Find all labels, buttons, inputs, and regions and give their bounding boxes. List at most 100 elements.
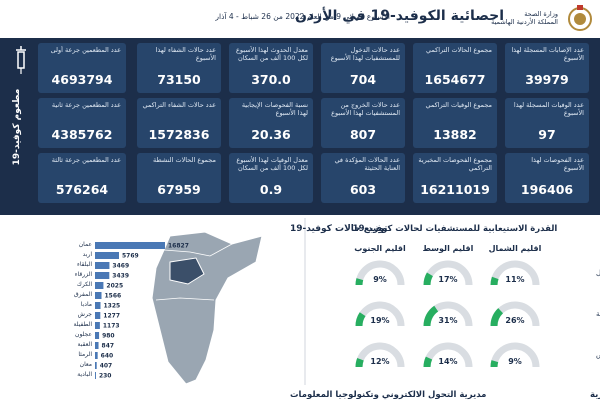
bar [95, 342, 99, 349]
stat-label: نسبة الفحوصات الإيجابية لهذا الأسبوع [241, 101, 308, 117]
emblem [568, 5, 592, 31]
bar-value: 980 [102, 333, 115, 340]
governorate-label: معان [80, 361, 92, 368]
gauge-track [490, 342, 540, 368]
bar-value: 230 [99, 373, 112, 380]
stat-label: مجموع الفحوصات المخبرية التراكمي [418, 156, 492, 172]
bar-value: 847 [102, 343, 115, 350]
vaccine-value: 4385762 [51, 127, 113, 142]
subtitle: الأسبوع الوبائي 9 من العام 2022 من 26 شب… [215, 12, 390, 21]
gauge-track [355, 342, 405, 368]
gauge-label: 9% [373, 275, 387, 284]
footer-right: مديرية الأمراض السارية [590, 389, 600, 400]
stat-value: 1654677 [424, 72, 486, 87]
stat-label: عدد الوفيات المسجلة لهذا الأسبوع [513, 101, 584, 117]
bar-value: 640 [101, 353, 114, 360]
stat-value: 807 [349, 127, 377, 142]
gauge-fill [355, 278, 364, 286]
stat-value: 97 [538, 127, 556, 142]
governorate-label: المفرق [74, 291, 92, 298]
syringe-icon [16, 46, 26, 74]
region-label: اقليم الجنوب [354, 244, 406, 253]
bar-value: 16827 [168, 243, 189, 250]
bar-value: 3439 [112, 273, 129, 280]
stat-card: مجموع الحالات التراكمي 1654677 [413, 43, 497, 93]
ministry: وزارة الصحة المملكة الأردنية الهاشمية [491, 10, 558, 26]
bar-value: 1173 [103, 323, 120, 330]
section-title: توزيع حالات كوفيد-19 [290, 224, 388, 234]
bar [95, 242, 165, 249]
governorate-label: الكرك [77, 281, 92, 288]
bar-value: 1325 [104, 303, 121, 310]
bar [95, 272, 110, 279]
vaccine-card: عدد المطعمين جرعة أولى 4693794 [38, 43, 126, 93]
governorate-label: عجلون [75, 331, 92, 338]
stat-label: عدد حالات الدخول للمستشفيات لهذا الأسبوع [330, 46, 400, 62]
governorate-label: البلقاء [77, 261, 92, 268]
gauge-fill [423, 305, 439, 327]
governorate-label: البادية [77, 371, 92, 378]
bar-value: 1277 [103, 313, 120, 320]
gauge-label: 31% [438, 316, 457, 325]
bar [95, 282, 104, 289]
bar-value: 5769 [122, 253, 139, 260]
row-label: نسبة اشغال اجهزة التنفس [596, 351, 600, 359]
stat-card: عدد حالات الخروج من المستشفيات لهذا الأس… [321, 98, 405, 148]
gauge-label: 14% [438, 357, 457, 366]
bar [95, 252, 119, 259]
stat-label: عدد الإصابات المسجلة لهذا الأسبوع [511, 46, 584, 62]
vaccine-label: عدد المطعمين جرعة ثالثة [51, 156, 121, 164]
governorate-label: عمان [79, 241, 92, 248]
governorate-label: الطفيلة [74, 321, 93, 328]
stat-value: 20.36 [251, 127, 291, 142]
governorate-label: العقبة [78, 341, 93, 348]
stat-label: مجموع الوفيات التراكمي [425, 101, 492, 109]
stat-value: 0.9 [259, 182, 283, 197]
governorate-label: اربد [83, 251, 93, 258]
gauge-fill [423, 272, 434, 286]
bar-value: 1566 [105, 293, 122, 300]
vaccine-card: عدد المطعمين جرعة ثالثة 576264 [38, 153, 126, 203]
gauge-fill [490, 308, 504, 327]
bar-value: 3469 [112, 263, 129, 270]
bar [95, 292, 102, 299]
stat-card: عدد الإصابات المسجلة لهذا الأسبوع 39979 [505, 43, 589, 93]
gauge-label: 11% [505, 275, 524, 284]
region-label: اقليم الشمال [489, 244, 542, 253]
gauge-label: 17% [438, 275, 457, 284]
stat-card: معدل الوفيات لهذا الأسبوع لكل 100 ألف من… [229, 153, 313, 203]
bar [95, 332, 100, 339]
gauge-track [490, 260, 540, 286]
stat-label: عدد الحالات المؤكدة في العناية الحثيثة [334, 156, 400, 172]
stat-card: عدد حالات الشفاء لهذا الأسبوع 73150 [137, 43, 221, 93]
map-border [155, 297, 215, 301]
stat-value: 13882 [433, 127, 477, 142]
gauge-fill [423, 356, 433, 368]
bar [95, 372, 96, 379]
stat-value: 1572836 [148, 127, 210, 142]
stat-label: عدد حالات الخروج من المستشفيات لهذا الأس… [331, 101, 400, 117]
map-highlight [169, 257, 205, 285]
stat-label: عدد حالات الشفاء لهذا الأسبوع [155, 46, 216, 62]
gauge-label: 9% [508, 357, 522, 366]
gauge-label: 19% [370, 316, 389, 325]
bar-value: 2025 [106, 283, 123, 290]
stat-card: مجموع الحالات النشطة 67959 [137, 153, 221, 203]
bar [95, 302, 101, 309]
section-title: القدرة الاستيعابية للمستشفيات لحالات كوف… [353, 224, 558, 234]
gauge-fill [355, 312, 366, 327]
stat-value: 39979 [525, 72, 569, 87]
stat-value: 196406 [520, 182, 574, 197]
stat-card: معدل الحدوث لهذا الأسبوع لكل 100 ألف من … [229, 43, 313, 93]
gauge-fill [355, 357, 364, 368]
stat-value: 67959 [157, 182, 201, 197]
bar [95, 362, 97, 369]
bar-value: 407 [100, 363, 113, 370]
stat-value: 603 [349, 182, 377, 197]
stat-value: 370.0 [251, 72, 291, 87]
bar [95, 322, 100, 329]
stat-label: مجموع الحالات النشطة [153, 156, 216, 164]
stat-card: مجموع الفحوصات المخبرية التراكمي 16211019 [413, 153, 497, 203]
stat-label: معدل الحدوث لهذا الأسبوع لكل 100 ألف من … [236, 46, 308, 62]
